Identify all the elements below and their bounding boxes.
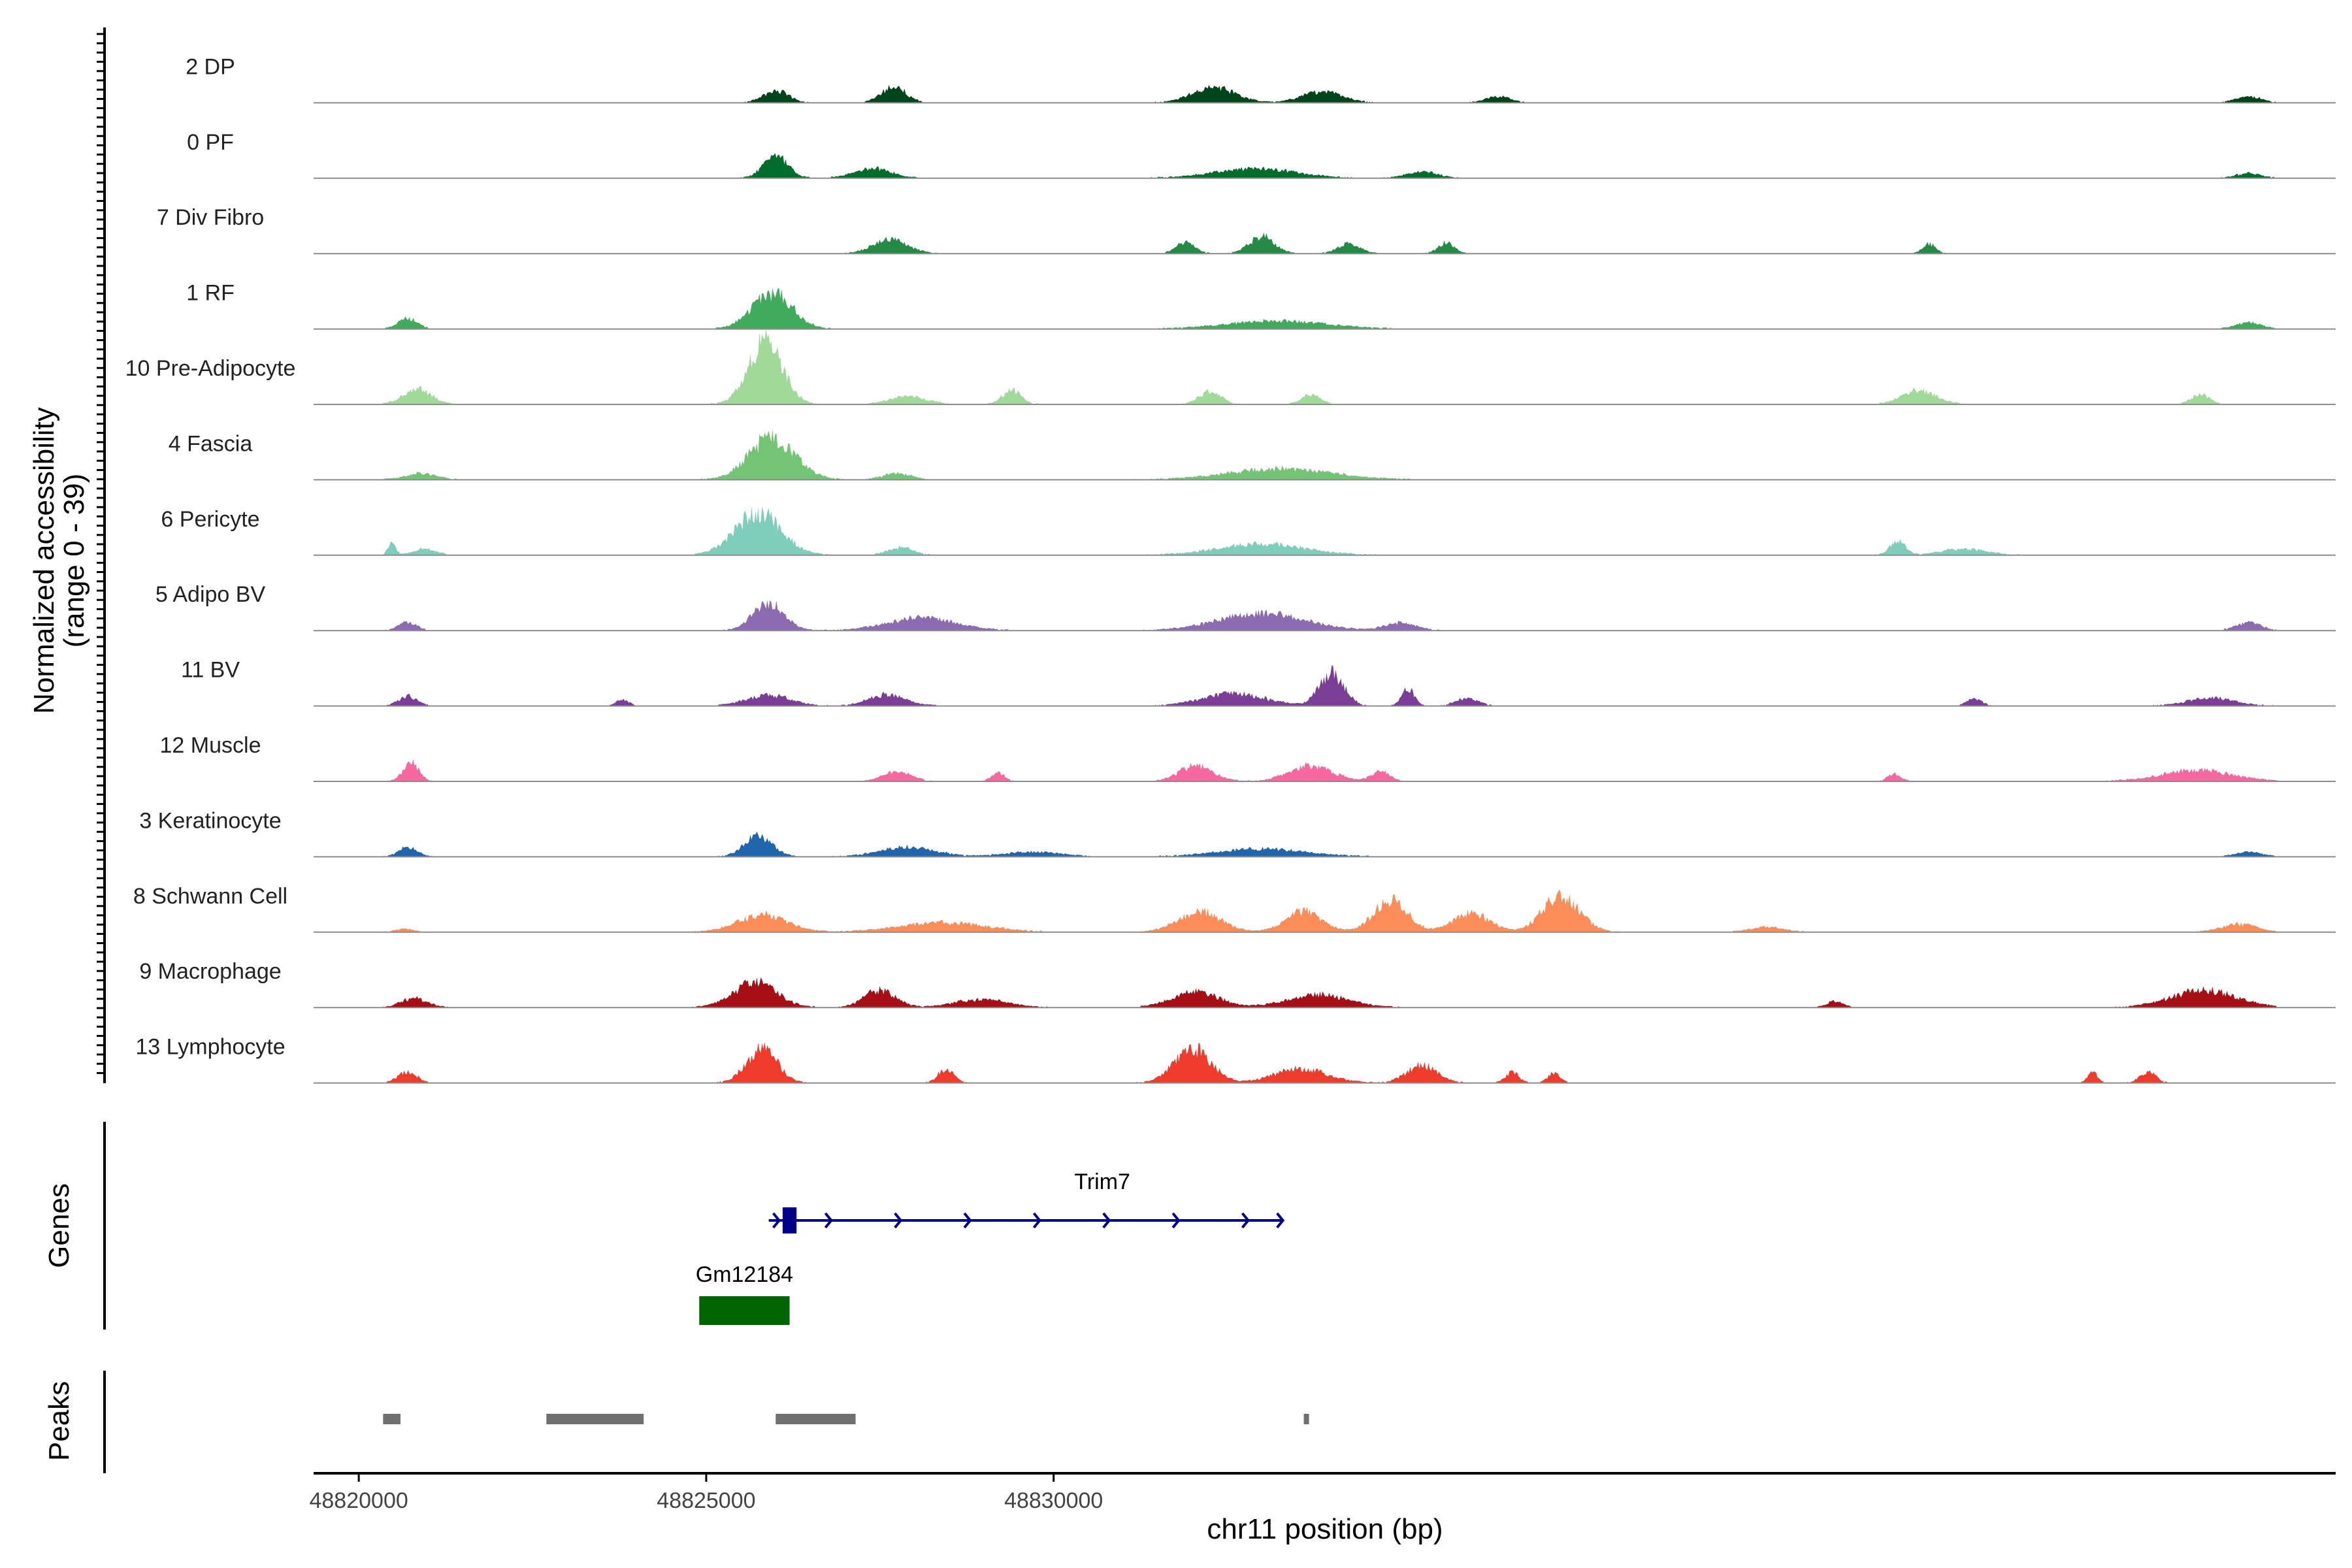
y-axis-title: Normalized accessibility [28, 407, 60, 713]
coverage-track: 5 Adipo BV [155, 582, 2336, 632]
gene-label: Gm12184 [696, 1262, 793, 1287]
track-label: 5 Adipo BV [155, 582, 266, 607]
peak-region [546, 1414, 644, 1424]
track-label: 8 Schwann Cell [133, 884, 287, 909]
coverage-track: 4 Fascia [169, 429, 2336, 481]
track-label: 13 Lymphocyte [135, 1035, 285, 1060]
coverage-track: 9 Macrophage [139, 959, 2336, 1009]
track-label: 6 Pericyte [161, 507, 259, 532]
coverage-area [383, 153, 2277, 178]
coverage-area [383, 84, 2277, 103]
strand-arrow-icon [1276, 1212, 1285, 1229]
peaks-panel-title: Peaks [43, 1381, 75, 1461]
coverage-y-axis [97, 27, 106, 1083]
track-label: 2 DP [186, 54, 235, 79]
coverage-track: 0 PF [187, 130, 2336, 179]
x-axis-ticks: 48820000 48825000 48830000 [309, 1473, 1103, 1513]
coverage-area [383, 429, 2277, 480]
y-axis-range-label: (range 0 - 39) [58, 474, 90, 648]
coverage-track: 1 RF [186, 281, 2336, 330]
track-label: 1 RF [186, 281, 235, 306]
genes-panel-title: Genes [43, 1183, 75, 1268]
gene-label: Trim7 [1074, 1169, 1130, 1194]
coverage-track: 11 BV [181, 658, 2336, 707]
coverage-track: 2 DP [186, 54, 2336, 104]
strand-arrow-icon [1241, 1212, 1250, 1229]
coverage-track: 3 Keratinocyte [139, 808, 2336, 858]
track-label: 3 Keratinocyte [139, 808, 281, 833]
coverage-area [383, 329, 2277, 404]
strand-arrow-icon [894, 1212, 903, 1229]
x-tick-label: 48820000 [309, 1488, 408, 1513]
track-label: 12 Muscle [160, 733, 261, 758]
peaks-track [383, 1414, 1309, 1424]
coverage-track: 12 Muscle [160, 733, 2336, 782]
track-label: 4 Fascia [169, 431, 253, 456]
x-axis: 48820000 48825000 48830000 [309, 1472, 2336, 1513]
peak-region [383, 1414, 400, 1424]
strand-arrow-icon [772, 1212, 781, 1229]
coverage-track: 8 Schwann Cell [133, 884, 2336, 933]
strand-arrow-icon [824, 1212, 833, 1229]
track-label: 11 BV [181, 658, 240, 683]
coverage-area [383, 1042, 2277, 1083]
coverage-area [383, 506, 2277, 555]
track-label: 9 Macrophage [139, 959, 281, 984]
gene-gm12184: Gm12184 [696, 1262, 793, 1325]
coverage-y-axis-ticks [97, 33, 105, 1074]
coverage-area [383, 977, 2277, 1008]
coverage-area [383, 831, 2277, 857]
track-label: 10 Pre-Adipocyte [125, 356, 296, 381]
peak-region [1303, 1414, 1309, 1424]
strand-arrow-icon [963, 1212, 972, 1229]
strand-arrow-icon [1032, 1212, 1042, 1229]
coverage-track: 7 Div Fibro [157, 205, 2336, 255]
peak-region [776, 1414, 856, 1424]
coverage-area [383, 665, 2277, 706]
track-label: 0 PF [187, 130, 234, 155]
coverage-track: 6 Pericyte [161, 506, 2336, 556]
coverage-track: 10 Pre-Adipocyte [125, 329, 2336, 405]
coverage-track: 13 Lymphocyte [135, 1035, 2336, 1084]
coverage-tracks: 2 DP 0 PF 7 Div Fibro 1 RF 10 Pre-Adipocyte 4… [125, 54, 2336, 1084]
gene-body [699, 1296, 790, 1325]
genes-track: Trim7 Gm12184 [696, 1169, 1285, 1325]
strand-arrow-icon [1102, 1212, 1111, 1229]
gene-exon [782, 1207, 797, 1233]
track-label: 7 Div Fibro [157, 205, 264, 230]
coverage-area [383, 600, 2277, 631]
coverage-area [383, 759, 2277, 781]
coverage-area [383, 287, 2277, 329]
gene-trim7: Trim7 [768, 1169, 1285, 1233]
x-tick-label: 48825000 [657, 1488, 755, 1513]
x-tick-label: 48830000 [1004, 1488, 1103, 1513]
strand-arrow-icon [1171, 1212, 1181, 1229]
x-axis-title: chr11 position (bp) [1207, 1513, 1443, 1545]
